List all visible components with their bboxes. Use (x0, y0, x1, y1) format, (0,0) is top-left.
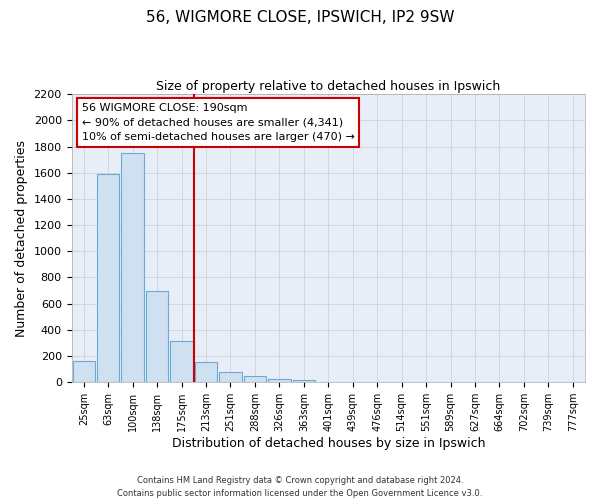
Bar (195, 362, 217, 382)
Bar (73, 362, 95, 382)
Bar (121, 153, 144, 382)
Title: Size of property relative to detached houses in Ipswich: Size of property relative to detached ho… (156, 80, 500, 93)
X-axis label: Distribution of detached houses by size in Ipswich: Distribution of detached houses by size … (172, 437, 485, 450)
Bar (146, 290, 169, 382)
Text: Contains HM Land Registry data © Crown copyright and database right 2024.
Contai: Contains HM Land Registry data © Crown c… (118, 476, 482, 498)
Text: 56, WIGMORE CLOSE, IPSWICH, IP2 9SW: 56, WIGMORE CLOSE, IPSWICH, IP2 9SW (146, 10, 454, 25)
Bar (219, 372, 242, 382)
Bar (97, 174, 119, 382)
Y-axis label: Number of detached properties: Number of detached properties (15, 140, 28, 336)
Text: 56 WIGMORE CLOSE: 190sqm
← 90% of detached houses are smaller (4,341)
10% of sem: 56 WIGMORE CLOSE: 190sqm ← 90% of detach… (82, 103, 355, 142)
Bar (170, 341, 193, 382)
Bar (293, 380, 315, 382)
Bar (268, 379, 290, 382)
Bar (244, 376, 266, 382)
